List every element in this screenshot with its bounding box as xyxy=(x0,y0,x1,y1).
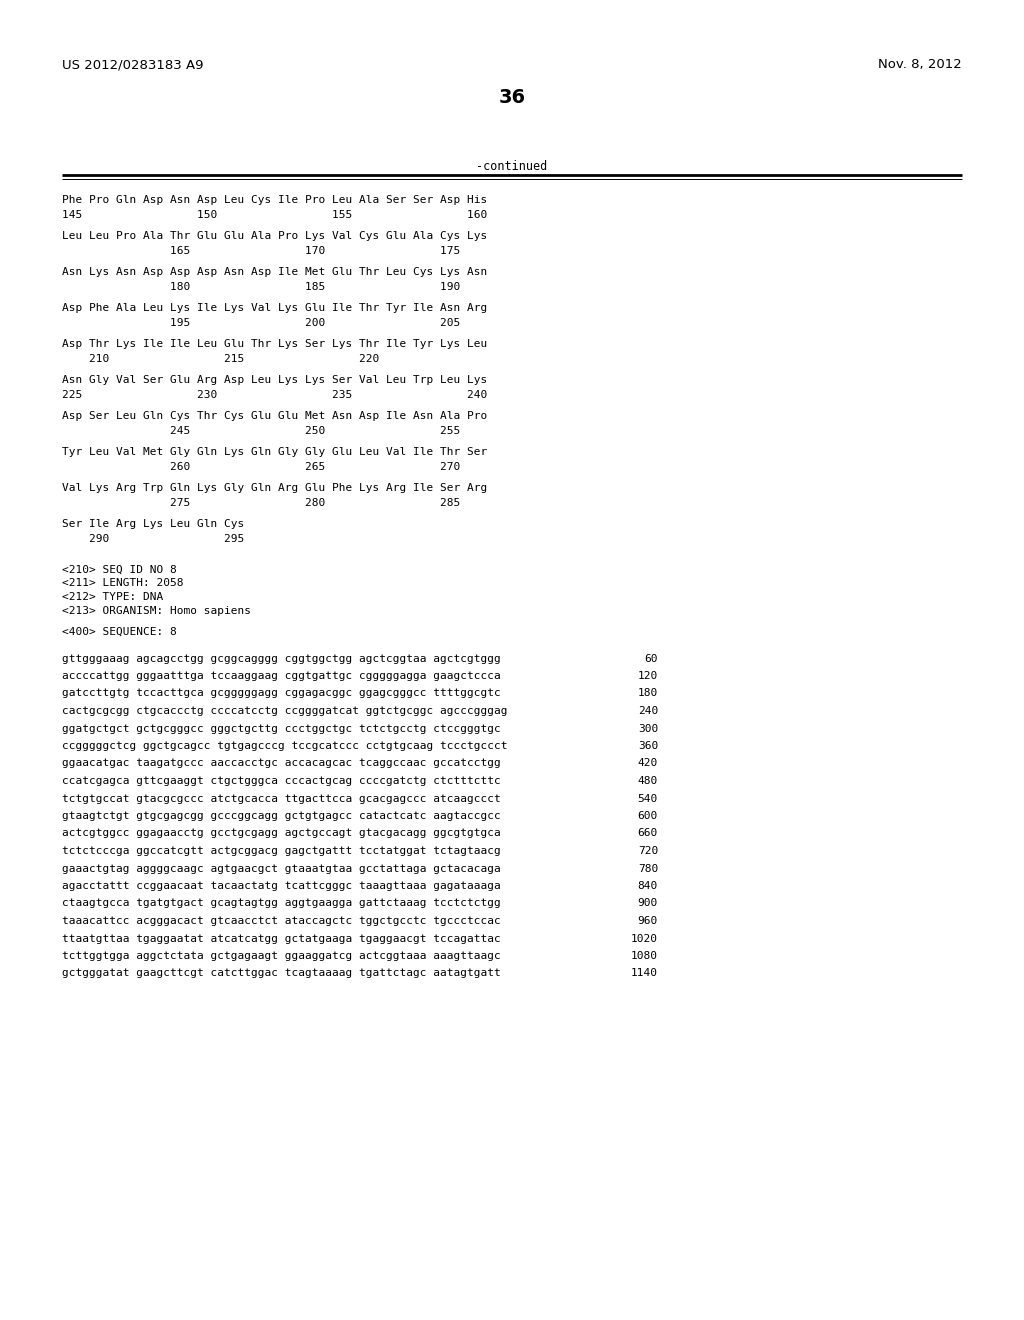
Text: <211> LENGTH: 2058: <211> LENGTH: 2058 xyxy=(62,578,183,589)
Text: 360: 360 xyxy=(638,741,658,751)
Text: 145                 150                 155                 160: 145 150 155 160 xyxy=(62,210,487,219)
Text: Ser Ile Arg Lys Leu Gln Cys: Ser Ile Arg Lys Leu Gln Cys xyxy=(62,519,245,529)
Text: 960: 960 xyxy=(638,916,658,927)
Text: ggaacatgac taagatgccc aaccacctgc accacagcac tcaggccaac gccatcctgg: ggaacatgac taagatgccc aaccacctgc accacag… xyxy=(62,759,501,768)
Text: 1140: 1140 xyxy=(631,969,658,978)
Text: actcgtggcc ggagaacctg gcctgcgagg agctgccagt gtacgacagg ggcgtgtgca: actcgtggcc ggagaacctg gcctgcgagg agctgcc… xyxy=(62,829,501,838)
Text: agacctattt ccggaacaat tacaactatg tcattcgggc taaagttaaa gagataaaga: agacctattt ccggaacaat tacaactatg tcattcg… xyxy=(62,880,501,891)
Text: gttgggaaag agcagcctgg gcggcagggg cggtggctgg agctcggtaa agctcgtggg: gttgggaaag agcagcctgg gcggcagggg cggtggc… xyxy=(62,653,501,664)
Text: <212> TYPE: DNA: <212> TYPE: DNA xyxy=(62,591,163,602)
Text: gtaagtctgt gtgcgagcgg gcccggcagg gctgtgagcc catactcatc aagtaccgcc: gtaagtctgt gtgcgagcgg gcccggcagg gctgtga… xyxy=(62,810,501,821)
Text: accccattgg gggaatttga tccaaggaag cggtgattgc cgggggagga gaagctccca: accccattgg gggaatttga tccaaggaag cggtgat… xyxy=(62,671,501,681)
Text: Asp Thr Lys Ile Ile Leu Glu Thr Lys Ser Lys Thr Ile Tyr Lys Leu: Asp Thr Lys Ile Ile Leu Glu Thr Lys Ser … xyxy=(62,339,487,348)
Text: tctctcccga ggccatcgtt actgcggacg gagctgattt tcctatggat tctagtaacg: tctctcccga ggccatcgtt actgcggacg gagctga… xyxy=(62,846,501,855)
Text: 600: 600 xyxy=(638,810,658,821)
Text: 210                 215                 220: 210 215 220 xyxy=(62,354,379,363)
Text: Nov. 8, 2012: Nov. 8, 2012 xyxy=(879,58,962,71)
Text: -continued: -continued xyxy=(476,160,548,173)
Text: ggatgctgct gctgcgggcc gggctgcttg ccctggctgc tctctgcctg ctccgggtgc: ggatgctgct gctgcgggcc gggctgcttg ccctggc… xyxy=(62,723,501,734)
Text: 420: 420 xyxy=(638,759,658,768)
Text: Phe Pro Gln Asp Asn Asp Leu Cys Ile Pro Leu Ala Ser Ser Asp His: Phe Pro Gln Asp Asn Asp Leu Cys Ile Pro … xyxy=(62,195,487,205)
Text: <213> ORGANISM: Homo sapiens: <213> ORGANISM: Homo sapiens xyxy=(62,606,251,615)
Text: 36: 36 xyxy=(499,88,525,107)
Text: 240: 240 xyxy=(638,706,658,715)
Text: ttaatgttaa tgaggaatat atcatcatgg gctatgaaga tgaggaacgt tccagattac: ttaatgttaa tgaggaatat atcatcatgg gctatga… xyxy=(62,933,501,944)
Text: 900: 900 xyxy=(638,899,658,908)
Text: 300: 300 xyxy=(638,723,658,734)
Text: Leu Leu Pro Ala Thr Glu Glu Ala Pro Lys Val Cys Glu Ala Cys Lys: Leu Leu Pro Ala Thr Glu Glu Ala Pro Lys … xyxy=(62,231,487,242)
Text: 60: 60 xyxy=(644,653,658,664)
Text: Asn Gly Val Ser Glu Arg Asp Leu Lys Lys Ser Val Leu Trp Leu Lys: Asn Gly Val Ser Glu Arg Asp Leu Lys Lys … xyxy=(62,375,487,385)
Text: 720: 720 xyxy=(638,846,658,855)
Text: 120: 120 xyxy=(638,671,658,681)
Text: 1020: 1020 xyxy=(631,933,658,944)
Text: <210> SEQ ID NO 8: <210> SEQ ID NO 8 xyxy=(62,565,177,576)
Text: ccatcgagca gttcgaaggt ctgctgggca cccactgcag ccccgatctg ctctttcttc: ccatcgagca gttcgaaggt ctgctgggca cccactg… xyxy=(62,776,501,785)
Text: 780: 780 xyxy=(638,863,658,874)
Text: cactgcgcgg ctgcaccctg ccccatcctg ccggggatcat ggtctgcggc agcccgggag: cactgcgcgg ctgcaccctg ccccatcctg ccgggga… xyxy=(62,706,508,715)
Text: Asp Ser Leu Gln Cys Thr Cys Glu Glu Met Asn Asp Ile Asn Ala Pro: Asp Ser Leu Gln Cys Thr Cys Glu Glu Met … xyxy=(62,411,487,421)
Text: 660: 660 xyxy=(638,829,658,838)
Text: Asn Lys Asn Asp Asp Asp Asn Asp Ile Met Glu Thr Leu Cys Lys Asn: Asn Lys Asn Asp Asp Asp Asn Asp Ile Met … xyxy=(62,267,487,277)
Text: gaaactgtag aggggcaagc agtgaacgct gtaaatgtaa gcctattaga gctacacaga: gaaactgtag aggggcaagc agtgaacgct gtaaatg… xyxy=(62,863,501,874)
Text: taaacattcc acgggacact gtcaacctct ataccagctc tggctgcctc tgccctccac: taaacattcc acgggacact gtcaacctct ataccag… xyxy=(62,916,501,927)
Text: gctgggatat gaagcttcgt catcttggac tcagtaaaag tgattctagc aatagtgatt: gctgggatat gaagcttcgt catcttggac tcagtaa… xyxy=(62,969,501,978)
Text: 540: 540 xyxy=(638,793,658,804)
Text: 180: 180 xyxy=(638,689,658,698)
Text: <400> SEQUENCE: 8: <400> SEQUENCE: 8 xyxy=(62,627,177,638)
Text: ccgggggctcg ggctgcagcc tgtgagcccg tccgcatccc cctgtgcaag tccctgccct: ccgggggctcg ggctgcagcc tgtgagcccg tccgca… xyxy=(62,741,508,751)
Text: US 2012/0283183 A9: US 2012/0283183 A9 xyxy=(62,58,204,71)
Text: tcttggtgga aggctctata gctgagaagt ggaaggatcg actcggtaaa aaagttaagc: tcttggtgga aggctctata gctgagaagt ggaagga… xyxy=(62,950,501,961)
Text: 260                 265                 270: 260 265 270 xyxy=(62,462,460,471)
Text: gatccttgtg tccacttgca gcgggggagg cggagacggc ggagcgggcc ttttggcgtc: gatccttgtg tccacttgca gcgggggagg cggagac… xyxy=(62,689,501,698)
Text: 275                 280                 285: 275 280 285 xyxy=(62,498,460,507)
Text: 180                 185                 190: 180 185 190 xyxy=(62,281,460,292)
Text: Tyr Leu Val Met Gly Gln Lys Gln Gly Gly Glu Leu Val Ile Thr Ser: Tyr Leu Val Met Gly Gln Lys Gln Gly Gly … xyxy=(62,447,487,457)
Text: tctgtgccat gtacgcgccc atctgcacca ttgacttcca gcacgagccc atcaagccct: tctgtgccat gtacgcgccc atctgcacca ttgactt… xyxy=(62,793,501,804)
Text: 480: 480 xyxy=(638,776,658,785)
Text: 245                 250                 255: 245 250 255 xyxy=(62,425,460,436)
Text: 165                 170                 175: 165 170 175 xyxy=(62,246,460,256)
Text: 840: 840 xyxy=(638,880,658,891)
Text: ctaagtgcca tgatgtgact gcagtagtgg aggtgaagga gattctaaag tcctctctgg: ctaagtgcca tgatgtgact gcagtagtgg aggtgaa… xyxy=(62,899,501,908)
Text: Val Lys Arg Trp Gln Lys Gly Gln Arg Glu Phe Lys Arg Ile Ser Arg: Val Lys Arg Trp Gln Lys Gly Gln Arg Glu … xyxy=(62,483,487,492)
Text: 195                 200                 205: 195 200 205 xyxy=(62,318,460,327)
Text: 290                 295: 290 295 xyxy=(62,533,245,544)
Text: Asp Phe Ala Leu Lys Ile Lys Val Lys Glu Ile Thr Tyr Ile Asn Arg: Asp Phe Ala Leu Lys Ile Lys Val Lys Glu … xyxy=(62,304,487,313)
Text: 225                 230                 235                 240: 225 230 235 240 xyxy=(62,389,487,400)
Text: 1080: 1080 xyxy=(631,950,658,961)
